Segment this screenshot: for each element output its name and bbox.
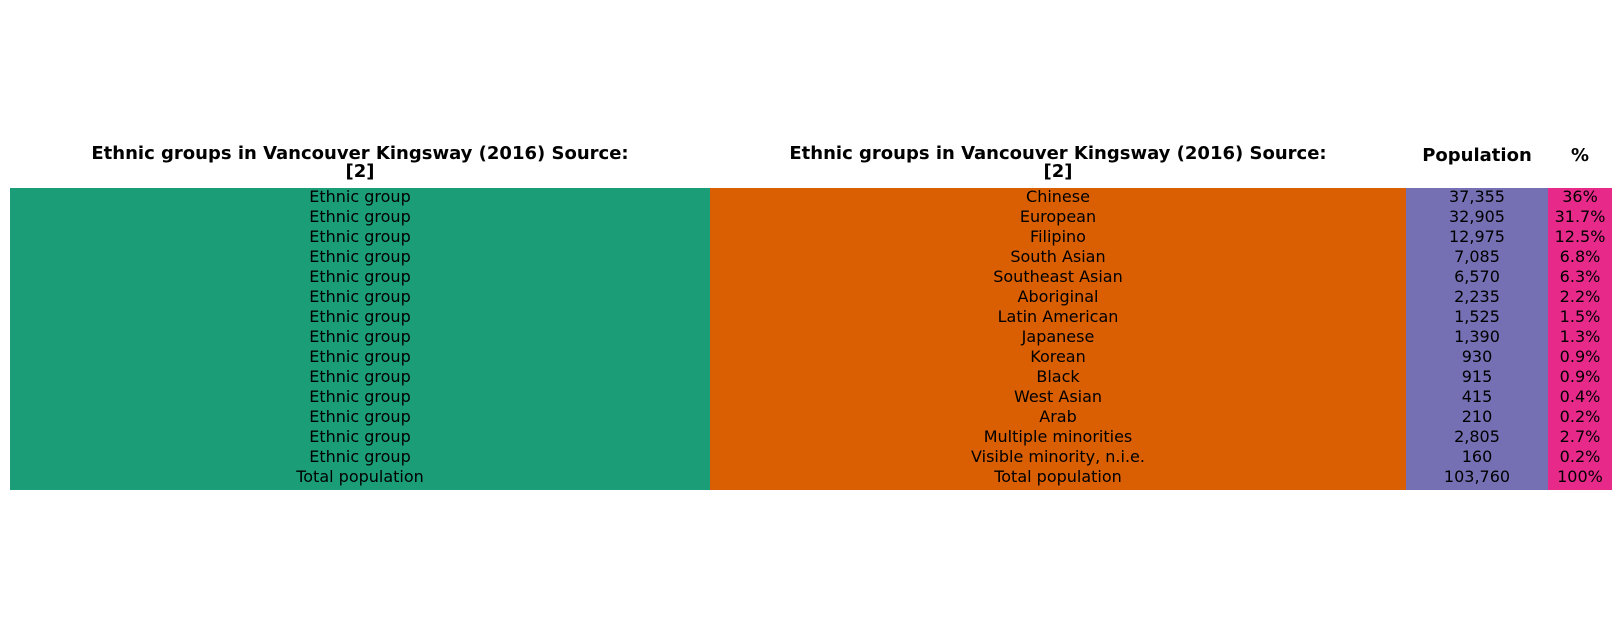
table-cell: Ethnic group [309, 347, 411, 366]
table-cell: South Asian [1010, 247, 1106, 266]
table-cell: 930 [1461, 347, 1493, 366]
table-cell: Ethnic group [309, 207, 411, 226]
table-cell: Ethnic group [309, 247, 411, 266]
table-cell: European [1019, 207, 1097, 226]
table-cell: 2.2% [1559, 287, 1601, 306]
table-cell: 7,085 [1454, 247, 1500, 266]
table-cell: 37,355 [1449, 187, 1505, 206]
table-cell: Filipino [1030, 227, 1086, 246]
column-header-0: Ethnic groups in Vancouver Kingsway (201… [0, 145, 810, 181]
table-cell: Ethnic group [309, 307, 411, 326]
table-cell: Ethnic group [309, 447, 411, 466]
table-cell: 1.5% [1559, 307, 1601, 326]
table-cell: Southeast Asian [993, 267, 1123, 286]
table-cell: 31.7% [1554, 207, 1606, 226]
table-cell: Aboriginal [1017, 287, 1099, 306]
table-cell: 160 [1461, 447, 1493, 466]
table-cell: 2,805 [1454, 427, 1500, 446]
table-cell: Ethnic group [309, 387, 411, 406]
table-cell: Ethnic group [309, 267, 411, 286]
column-background-0 [10, 188, 710, 490]
table-cell: 103,760 [1443, 467, 1511, 486]
table-cell: Ethnic group [309, 187, 411, 206]
table-cell: 915 [1461, 367, 1493, 386]
table-cell: Ethnic group [309, 227, 411, 246]
column-header-1: Ethnic groups in Vancouver Kingsway (201… [608, 145, 1508, 181]
table-cell: West Asian [1013, 387, 1103, 406]
table-cell: 1.3% [1559, 327, 1601, 346]
table-cell: Black [1036, 367, 1080, 386]
table-cell: 0.9% [1559, 367, 1601, 386]
table-cell: 415 [1461, 387, 1493, 406]
column-background-1 [710, 188, 1406, 490]
table-cell: 100% [1557, 467, 1603, 486]
column-background-2 [1406, 188, 1548, 490]
table-cell: Ethnic group [309, 427, 411, 446]
column-header-2: Population [1027, 147, 1620, 165]
column-header-line: Population [1422, 145, 1532, 166]
table-cell: 0.9% [1559, 347, 1601, 366]
table-cell: 6.3% [1559, 267, 1601, 286]
table-cell: Japanese [1021, 327, 1095, 346]
table-cell: 0.2% [1559, 407, 1601, 426]
table-cell: 0.2% [1559, 447, 1601, 466]
table-cell: 6,570 [1454, 267, 1500, 286]
table-cell: Ethnic group [309, 407, 411, 426]
table-cell: 12,975 [1449, 227, 1505, 246]
table-cell: 210 [1461, 407, 1493, 426]
table-cell: 36% [1562, 187, 1598, 206]
column-header-line: Ethnic groups in Vancouver Kingsway (201… [789, 143, 1327, 164]
table-cell: Chinese [1026, 187, 1090, 206]
table-cell: Total population [296, 467, 424, 486]
table-cell: Arab [1039, 407, 1077, 426]
column-header-line: [2] [345, 161, 375, 182]
column-header-3: % [1130, 147, 1620, 165]
table-cell: Ethnic group [309, 327, 411, 346]
column-header-line: [2] [1043, 161, 1073, 182]
table-cell: 32,905 [1449, 207, 1505, 226]
table-cell: Korean [1030, 347, 1086, 366]
table-cell: Ethnic group [309, 367, 411, 386]
table-cell: 2.7% [1559, 427, 1601, 446]
table-cell: Multiple minorities [983, 427, 1133, 446]
column-header-line: Ethnic groups in Vancouver Kingsway (201… [91, 143, 629, 164]
table-cell: Latin American [997, 307, 1119, 326]
table-cell: Visible minority, n.i.e. [971, 447, 1145, 466]
table-cell: 1,390 [1454, 327, 1500, 346]
column-header-line: % [1570, 145, 1590, 166]
table-cell: 12.5% [1554, 227, 1606, 246]
table-cell: 1,525 [1454, 307, 1500, 326]
table-cell: Total population [994, 467, 1122, 486]
table-cell: Ethnic group [309, 287, 411, 306]
table-cell: 6.8% [1559, 247, 1601, 266]
table-cell: 0.4% [1559, 387, 1601, 406]
table-cell: 2,235 [1454, 287, 1500, 306]
column-background-3 [1548, 188, 1612, 490]
